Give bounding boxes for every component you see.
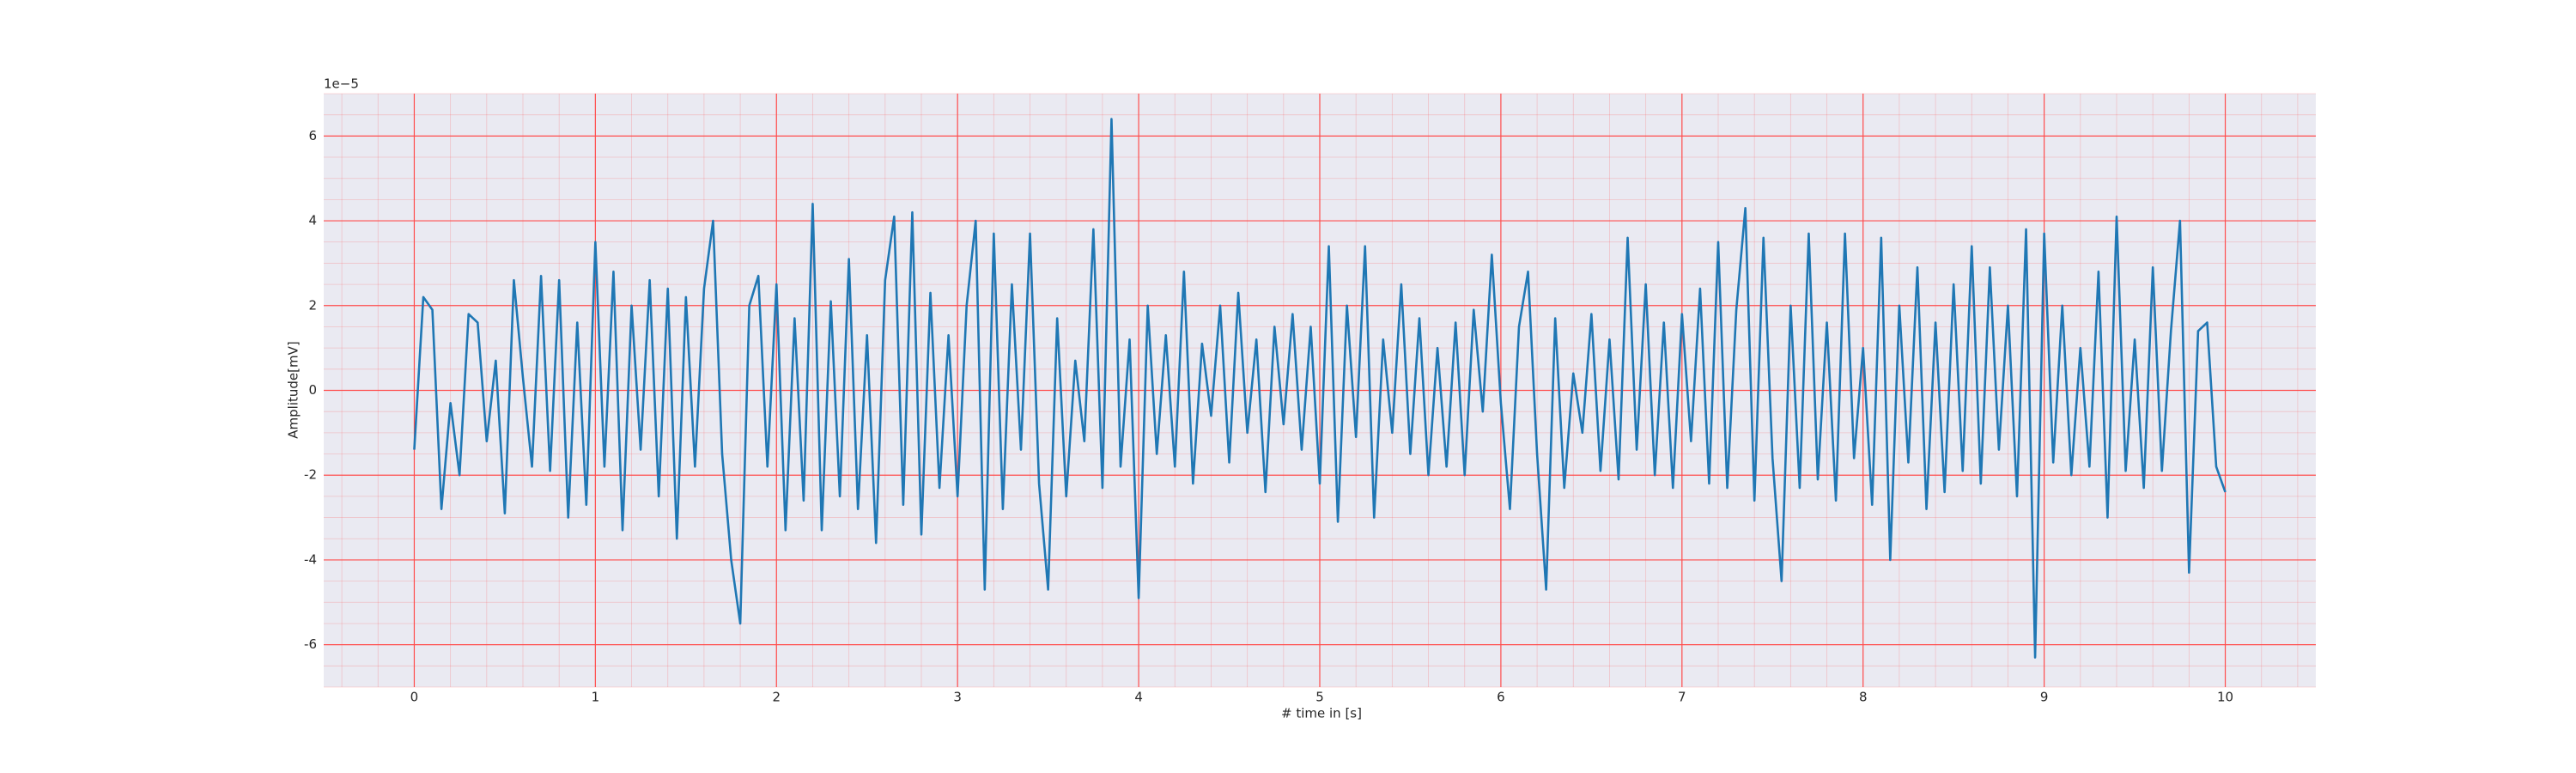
y-axis-label: Amplitude[mV] bbox=[286, 341, 301, 438]
x-axis-label: # time in [s] bbox=[1281, 706, 1362, 721]
y-tick-label: 2 bbox=[308, 297, 317, 313]
y-tick-label: -2 bbox=[304, 467, 317, 483]
y-tick-label: -4 bbox=[304, 551, 317, 567]
x-tick-label: 6 bbox=[1497, 690, 1505, 705]
signal-line bbox=[413, 118, 2227, 659]
y-offset-label: 1e−5 bbox=[324, 76, 359, 92]
y-tick-label: -6 bbox=[304, 636, 317, 652]
x-tick-label: 8 bbox=[1859, 690, 1868, 705]
x-tick-label: 7 bbox=[1678, 690, 1686, 705]
x-tick-label: 2 bbox=[772, 690, 781, 705]
y-tick-label: 4 bbox=[308, 213, 317, 228]
y-tick-label: 6 bbox=[308, 128, 317, 143]
x-tick-label: 3 bbox=[953, 690, 962, 705]
x-tick-label: 9 bbox=[2040, 690, 2049, 705]
x-tick-label: 1 bbox=[592, 690, 600, 705]
x-tick-label: 4 bbox=[1134, 690, 1143, 705]
x-tick-label: 10 bbox=[2217, 690, 2233, 705]
x-tick-label: 0 bbox=[410, 690, 419, 705]
marks bbox=[413, 118, 2227, 659]
y-tick-label: 0 bbox=[308, 382, 317, 398]
x-tick-label: 5 bbox=[1315, 690, 1324, 705]
